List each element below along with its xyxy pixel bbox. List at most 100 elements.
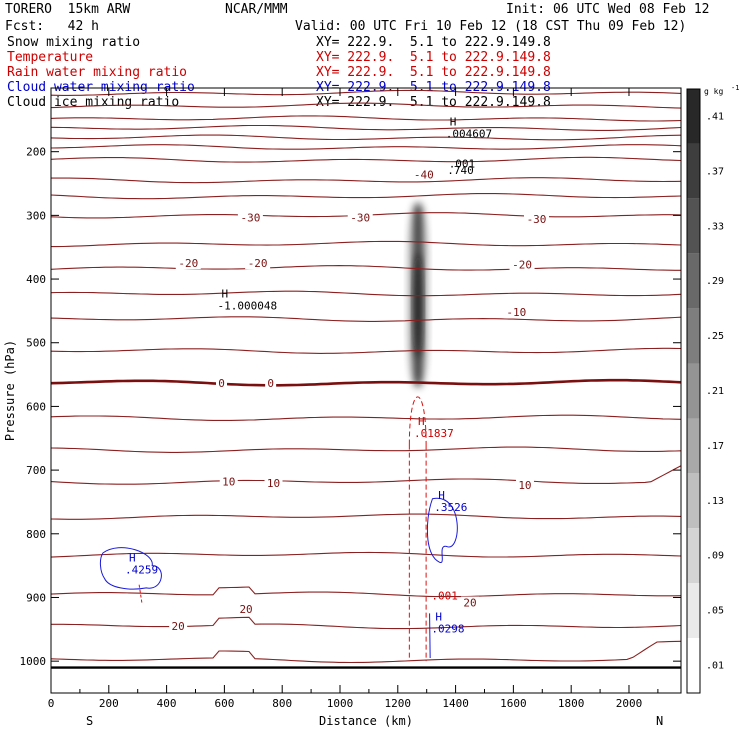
y-tick-label: 1000 — [20, 655, 47, 668]
temperature-label-bg — [509, 258, 535, 271]
colorbar-segment — [687, 308, 700, 364]
temperature-label-bg — [264, 476, 283, 489]
temperature-label-bg — [347, 211, 373, 224]
colorbar-segment — [687, 583, 700, 639]
colorbar-tick-label: .01 — [706, 661, 724, 672]
right-end-label: N — [656, 714, 663, 728]
temperature-isotherm — [50, 124, 682, 131]
legend-xy: XY= 222.9. 5.1 to 222.9.149.8 — [316, 65, 551, 80]
temperature-label: -30 — [350, 211, 370, 224]
y-tick-label: 200 — [26, 146, 46, 159]
temperature-label: 20 — [239, 603, 252, 616]
temperature-label: -30 — [240, 211, 260, 224]
temperature-isotherm — [50, 144, 682, 150]
temperature-label-bg — [524, 213, 550, 226]
y-tick-label: 400 — [26, 273, 46, 286]
temperature-label: 20 — [172, 620, 185, 633]
temperature-label: 0 — [218, 377, 225, 390]
temperature-label-bg — [503, 306, 529, 319]
colorbar-unit: g kg — [704, 87, 723, 96]
temperature-label: 10 — [267, 477, 280, 490]
temperature-label: 20 — [463, 597, 476, 610]
extremum-symbol: H — [435, 611, 442, 624]
extremum-symbol: H — [129, 551, 136, 564]
temperature-label: -10 — [506, 306, 526, 319]
temperature-label-bg — [216, 376, 228, 389]
temperature-isotherm — [51, 177, 682, 184]
temperature-isotherm — [50, 446, 682, 453]
temperature-isotherm — [50, 265, 681, 271]
temperature-label: -20 — [178, 257, 198, 270]
extremum-value: .004607 — [446, 128, 492, 141]
snow-mixing-core — [412, 252, 425, 358]
extremum-symbol: H — [222, 288, 229, 301]
colorbar-segment — [687, 638, 700, 693]
x-tick-label: 1600 — [500, 697, 527, 710]
temperature-isotherm — [50, 193, 682, 200]
colorbar-tick-label: .25 — [706, 331, 724, 342]
colorbar-segment — [687, 198, 700, 254]
colorbar-segment — [687, 418, 700, 474]
x-tick-label: 600 — [214, 697, 234, 710]
temperature-label-bg — [515, 478, 534, 491]
temperature-label: 10 — [222, 476, 235, 489]
colorbar-unit-exponent: -1 — [731, 84, 739, 92]
colorbar-segment — [687, 143, 700, 199]
temperature-isotherm — [50, 513, 682, 520]
colorbar-tick-label: .37 — [706, 166, 724, 177]
extremum-symbol: H — [418, 415, 425, 428]
temperature-isotherm — [50, 290, 682, 297]
valid-time: Valid: 00 UTC Fri 10 Feb 12 (18 CST Thu … — [295, 19, 687, 34]
temperature-label: 10 — [518, 479, 531, 492]
y-tick-label: 900 — [26, 591, 46, 604]
temperature-label-bg — [237, 602, 256, 615]
x-tick-label: 1000 — [327, 697, 354, 710]
extremum-value: .0298 — [431, 623, 464, 636]
temperature-isotherm — [50, 115, 682, 122]
x-axis-title: Distance (km) — [319, 714, 413, 728]
temperature-isotherm — [50, 465, 682, 485]
model-title: TORERO 15km ARW — [5, 2, 131, 17]
y-tick-label: 700 — [26, 464, 46, 477]
colorbar-tick-label: .29 — [706, 276, 724, 287]
temperature-label-bg — [411, 168, 437, 181]
temperature-isotherm — [50, 414, 682, 421]
colorbar-segment — [687, 89, 700, 144]
y-tick-label: 600 — [26, 400, 46, 413]
temperature-isotherm — [50, 347, 682, 354]
extremum-value: .3526 — [434, 501, 467, 514]
colorbar-frame — [686, 88, 701, 694]
x-tick-label: 1200 — [385, 697, 412, 710]
extremum-value: .001 — [431, 589, 458, 602]
temperature-label-bg — [219, 475, 238, 488]
colorbar-tick-label: .21 — [706, 386, 724, 397]
y-axis-title: Pressure (hPa) — [3, 340, 17, 441]
temperature-isotherm — [51, 240, 682, 248]
legend-xy: XY= 222.9. 5.1 to 222.9.149.8 — [316, 35, 551, 50]
temperature-label-bg — [175, 257, 201, 270]
temperature-label-bg — [461, 596, 480, 609]
legend-label: Snow mixing ratio — [7, 35, 141, 50]
legend-label: Rain water mixing ratio — [7, 65, 188, 80]
legend-xy: XY= 222.9. 5.1 to 222.9.149.8 — [316, 50, 551, 65]
temperature-isotherm — [50, 156, 682, 163]
rain-water-contour — [408, 396, 427, 662]
init-time: Init: 06 UTC Wed 08 Feb 12 — [506, 2, 710, 17]
temperature-isotherm — [50, 89, 682, 96]
temperature-label-bg — [169, 620, 188, 633]
temperature-isotherm — [50, 551, 682, 558]
rain-water-contour-small — [138, 584, 143, 604]
temperature-isotherm — [50, 316, 682, 322]
cloud-water-contour-low — [429, 613, 431, 658]
extremum-symbol: H — [438, 489, 445, 502]
temperature-label-bg — [245, 257, 271, 270]
x-tick-label: 0 — [48, 697, 55, 710]
x-tick-label: 200 — [99, 697, 119, 710]
temperature-isotherm — [50, 586, 682, 598]
left-end-label: S — [86, 714, 93, 728]
temperature-isotherm — [50, 640, 682, 664]
x-tick-label: 400 — [157, 697, 177, 710]
legend-label: Temperature — [7, 50, 94, 65]
colorbar-tick-label: .13 — [706, 496, 724, 507]
x-tick-label: 1400 — [442, 697, 469, 710]
